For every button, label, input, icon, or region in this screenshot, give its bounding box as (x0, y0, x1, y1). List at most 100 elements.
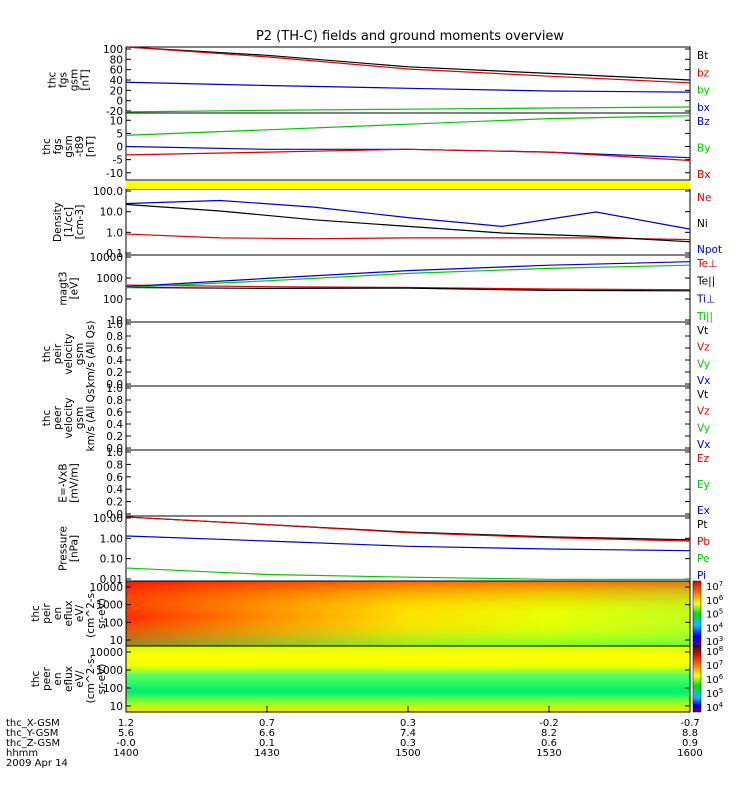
y-tick-label: 10000 (90, 582, 123, 594)
colorbar-label: 107 (706, 659, 723, 672)
spectrogram-peer (126, 646, 690, 712)
y-tick-label: 100 (103, 683, 123, 695)
legend-Ti||: Ti|| (696, 311, 713, 323)
x-row-label: thc_Y-GSM (6, 728, 58, 739)
panel-4: 10000 1000 100 10 magt3[eV] Te⊥ Te|| Ti⊥ Ti|| (58, 252, 718, 327)
y-tick-label: 10000 (90, 252, 123, 264)
x-tick-label: 1400 (113, 748, 138, 759)
y-tick-label: 0.0 (106, 509, 123, 521)
colorbar-label: 106 (706, 673, 724, 686)
x-axis-labels: thc_X-GSM 1.2 0.7 0.3 -0.2 -0.7 thc_Y-GSM 5.6 6.… (6, 706, 703, 769)
x-row-label: thc_Z-GSM (6, 738, 60, 749)
x-tick-label: 1430 (254, 748, 279, 759)
x-tick-label: 0.7 (259, 718, 275, 729)
y-tick-label: 60 (110, 65, 123, 77)
panel-frame (125, 385, 691, 451)
y-axis-label: thcpeervelocitygsmkm/s (All Qs) (41, 385, 97, 452)
y-tick-label: 10 (110, 635, 123, 647)
x-tick-label: 0.3 (400, 738, 416, 749)
legend-Pe: Pe (697, 553, 709, 565)
legend-Bz: Bz (697, 116, 710, 128)
legend-Te||: Te|| (696, 276, 715, 288)
y-tick-label: 0 (116, 142, 123, 154)
x-tick-label: -0.7 (680, 718, 700, 729)
y-tick-label: 100.0 (93, 186, 123, 198)
y-tick-label: 100 (103, 44, 123, 56)
series-line-Pt (125, 516, 691, 541)
y-axis-label: E=-VxB[mV/m] (58, 463, 81, 502)
y-tick-label: 0.8 (106, 331, 123, 343)
x-tick-label: 1500 (395, 748, 420, 759)
x-row-label: hhmm (6, 748, 38, 759)
y-tick-label: 0.6 (106, 472, 123, 484)
x-row-label: thc_X-GSM (6, 718, 60, 729)
y-tick-label: 0.1 (106, 248, 123, 260)
y-tick-label: 0.6 (106, 407, 123, 419)
y-tick-label: 10 (110, 115, 123, 127)
legend-Vy: Vy (697, 422, 710, 434)
y-axis-label: thcpeerenefluxeV/(cm^2-s-sr-eV) (30, 654, 108, 703)
y-tick-label: 0.4 (106, 419, 123, 431)
colorbar-label: 106 (706, 594, 724, 607)
y-axis-label: magt3[eV] (58, 271, 81, 305)
y-tick-label: 100 (103, 617, 123, 629)
series-line-Te|| (125, 286, 691, 292)
series-line-Npot (125, 199, 691, 230)
legend-bz: bz (697, 67, 710, 79)
x-tick-label: 7.4 (400, 728, 416, 739)
y-tick-label: 0.4 (106, 484, 123, 496)
y-tick-label: 1.0 (106, 383, 123, 395)
x-tick-label: 0.1 (259, 738, 275, 749)
legend-Ez: Ez (697, 453, 710, 465)
series-line-Ne (125, 233, 691, 241)
y-tick-label: 0.2 (106, 431, 123, 443)
x-tick-label: -0.2 (539, 718, 559, 729)
panel-frame (125, 449, 691, 517)
panel-frame (125, 515, 691, 582)
x-tick-label: 1.2 (118, 718, 134, 729)
colorbar (692, 580, 702, 647)
y-tick-label: 1000 (96, 600, 123, 612)
y-axis-label: thcpeirvelocitygsmkm/s (All Qs) (41, 321, 97, 388)
legend-Ne: Ne (697, 192, 711, 204)
colorbar-label: 105 (706, 608, 723, 621)
legend-Vz: Vz (697, 342, 710, 354)
y-tick-label: 0.10 (100, 554, 123, 566)
series-line-Bt (125, 46, 691, 81)
legend-Ey: Ey (697, 479, 710, 491)
y-tick-label: 1000 (96, 665, 123, 677)
series-line-Pb (125, 516, 691, 542)
colorbar-label: 103 (706, 635, 723, 648)
legend-Npot: Npot (697, 244, 722, 256)
panel-frame (125, 46, 691, 114)
x-tick-label: 5.6 (118, 728, 134, 739)
y-tick-label: 80 (110, 54, 123, 66)
x-tick-label: 1600 (677, 748, 702, 759)
legend-bx: bx (697, 102, 710, 114)
series-line-bx (125, 81, 691, 93)
y-axis-label: Density[1/cc][cm-3] (52, 202, 86, 242)
x-tick-label: 0.6 (541, 738, 557, 749)
y-tick-label: 1000 (96, 273, 123, 285)
panel-5: 1.00.80.60.40.20.0 thcpeirvelocitygsmkm/s… (41, 319, 710, 391)
y-axis-label: thcpeirenefluxeV/(cm^2-s-sr-eV) (30, 589, 108, 638)
y-tick-label: 0.0 (106, 379, 123, 391)
colorbar-label: 105 (706, 687, 723, 700)
y-tick-label: -20 (106, 106, 123, 118)
series-line-Te⊥ (125, 284, 691, 291)
x-tick-label: 6.6 (259, 728, 275, 739)
legend-Ex: Ex (697, 505, 710, 517)
legend-Ti⊥: Ti⊥ (696, 293, 715, 305)
panel-2: 105 0-5-10 thcfgsgsm-t89[nT] Bz By Bx (41, 112, 710, 181)
y-axis-label: thcfgsgsm-t89[nT] (41, 135, 97, 157)
date-label: 2009 Apr 14 (6, 758, 68, 769)
legend-Pb: Pb (697, 536, 710, 548)
series-line-Pi (125, 535, 691, 552)
legend-Vx: Vx (697, 375, 710, 387)
legend-Vt: Vt (697, 325, 708, 337)
y-tick-label: 1.0 (106, 227, 123, 239)
legend-Te⊥: Te⊥ (696, 258, 717, 270)
y-tick-label: 0 (116, 96, 123, 108)
